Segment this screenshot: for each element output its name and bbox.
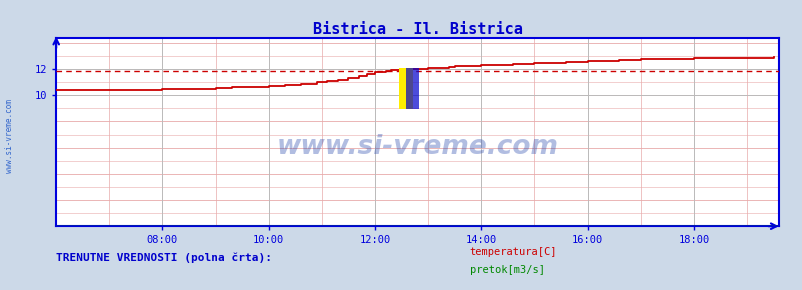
Bar <box>399 68 412 109</box>
Text: www.si-vreme.com: www.si-vreme.com <box>5 99 14 173</box>
Text: www.si-vreme.com: www.si-vreme.com <box>276 134 558 160</box>
Text: TRENUTNE VREDNOSTI (polna črta):: TRENUTNE VREDNOSTI (polna črta): <box>56 253 272 263</box>
Text: temperatura[C]: temperatura[C] <box>469 247 557 257</box>
Title: Bistrica - Il. Bistrica: Bistrica - Il. Bistrica <box>312 21 522 37</box>
Bar <box>406 68 419 109</box>
Text: pretok[m3/s]: pretok[m3/s] <box>469 265 544 275</box>
